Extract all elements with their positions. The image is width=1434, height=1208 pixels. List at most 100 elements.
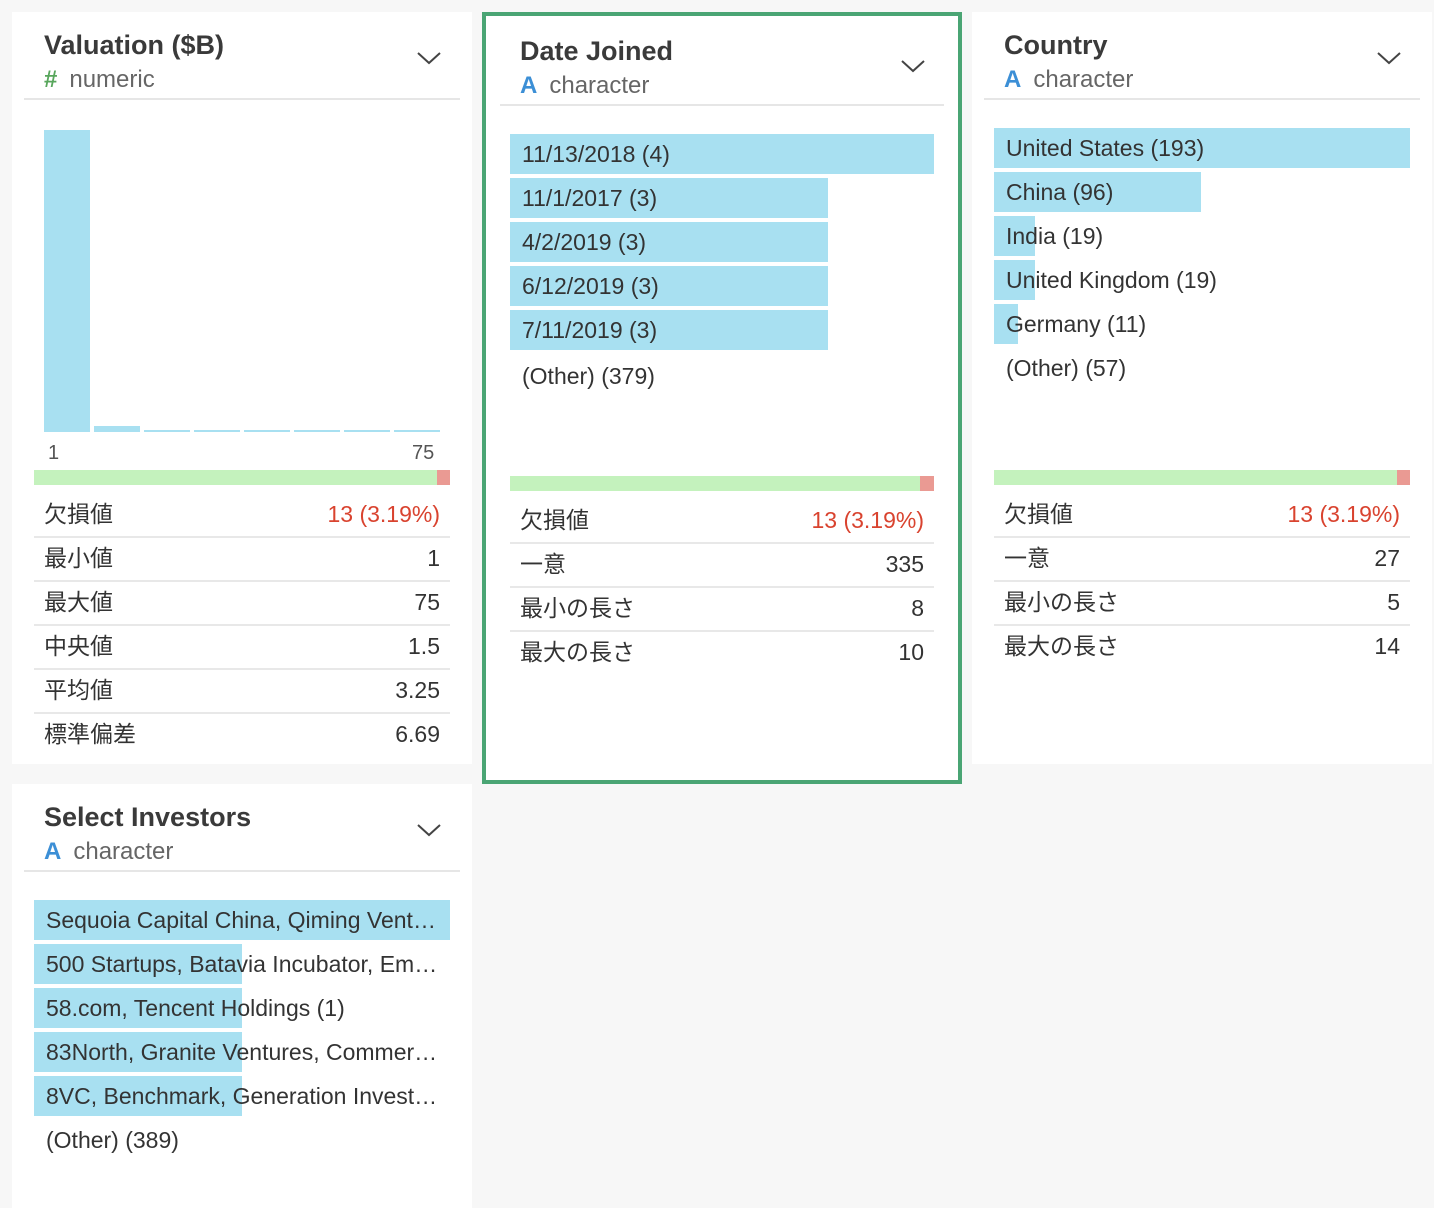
other-count[interactable]: (Other) (57) xyxy=(1006,355,1127,381)
histogram-bar[interactable] xyxy=(44,130,90,432)
stat-label: 平均値 xyxy=(44,677,113,703)
stat-value: 14 xyxy=(1374,633,1400,659)
value-bar[interactable] xyxy=(34,988,242,1028)
histogram-bar[interactable] xyxy=(144,430,190,432)
value-bar-label: 11/13/2018 (4) xyxy=(522,141,670,167)
value-bar[interactable] xyxy=(34,1076,242,1116)
value-bar[interactable] xyxy=(510,266,828,306)
stat-value: 6.69 xyxy=(395,721,440,747)
column-type: # numeric xyxy=(44,66,155,94)
data-quality-bar[interactable] xyxy=(510,476,934,491)
missing-segment[interactable] xyxy=(920,476,934,491)
value-bar[interactable] xyxy=(34,944,242,984)
chevron-down-icon[interactable] xyxy=(416,50,442,66)
value-bar-row[interactable]: 11/13/2018 (4) xyxy=(510,134,934,174)
type-label: numeric xyxy=(69,66,155,93)
stats-table: 欠損値 13 (3.19%) 最小値 1 最大値 75 中央値 1.5 平均値 3.25 標準偏差 6… xyxy=(34,492,450,756)
value-bar[interactable] xyxy=(994,260,1035,300)
stat-row: 欠損値 13 (3.19%) xyxy=(994,492,1410,538)
value-bar-label: 11/1/2017 (3) xyxy=(522,185,658,211)
histogram-bar[interactable] xyxy=(294,430,340,432)
stat-value[interactable]: 13 (3.19%) xyxy=(811,507,924,533)
other-count[interactable]: (Other) (389) xyxy=(46,1127,179,1153)
stat-row: 最大の長さ 10 xyxy=(510,630,934,674)
value-bar[interactable] xyxy=(994,304,1018,344)
value-bar[interactable] xyxy=(994,172,1201,212)
value-bar-row[interactable]: 4/2/2019 (3) xyxy=(510,222,934,262)
value-bar-label: Sequoia Capital China, Qiming Vent… xyxy=(46,907,436,933)
value-bars: United States (193) China (96) India (19) U… xyxy=(994,128,1410,348)
value-bar-row[interactable]: 83North, Granite Ventures, Commer… xyxy=(34,1032,450,1072)
stat-row: 欠損値 13 (3.19%) xyxy=(510,498,934,544)
histogram-bar[interactable] xyxy=(394,430,440,432)
value-bar-row[interactable]: India (19) xyxy=(994,216,1410,256)
value-bar-row[interactable]: China (96) xyxy=(994,172,1410,212)
value-bar-row[interactable]: United Kingdom (19) xyxy=(994,260,1410,300)
value-bar-row[interactable]: 7/11/2019 (3) xyxy=(510,310,934,350)
value-bar-row[interactable]: Germany (11) xyxy=(994,304,1410,344)
value-bar[interactable] xyxy=(510,134,934,174)
value-bar[interactable] xyxy=(510,310,828,350)
chevron-down-icon[interactable] xyxy=(416,822,442,838)
value-bar[interactable] xyxy=(34,1032,242,1072)
other-count[interactable]: (Other) (379) xyxy=(522,363,655,389)
histogram-bar[interactable] xyxy=(94,426,140,432)
missing-segment[interactable] xyxy=(437,470,450,485)
stat-value: 75 xyxy=(414,589,440,615)
value-bar-row[interactable]: 6/12/2019 (3) xyxy=(510,266,934,306)
stat-value: 8 xyxy=(911,595,924,621)
histogram-bar[interactable] xyxy=(244,430,290,432)
stat-value: 27 xyxy=(1374,545,1400,571)
column-title: Date Joined xyxy=(520,36,674,66)
value-bar-row[interactable]: 11/1/2017 (3) xyxy=(510,178,934,218)
histogram-bar[interactable] xyxy=(194,430,240,432)
missing-segment[interactable] xyxy=(1397,470,1410,485)
histogram[interactable] xyxy=(44,130,440,432)
value-bar-label: 500 Startups, Batavia Incubator, Em… xyxy=(46,951,438,977)
axis-max-label: 75 xyxy=(412,442,435,464)
stat-row: 標準偏差 6.69 xyxy=(34,712,450,756)
column-title: Select Investors xyxy=(44,802,252,832)
value-bar-label: United States (193) xyxy=(1006,135,1205,161)
value-bar[interactable] xyxy=(510,178,828,218)
stat-label: 最大の長さ xyxy=(1004,633,1119,659)
axis-min-label: 1 xyxy=(48,442,60,464)
chevron-down-icon[interactable] xyxy=(1376,50,1402,66)
value-bar-row[interactable]: Sequoia Capital China, Qiming Vent… xyxy=(34,900,450,940)
value-bar-label: 7/11/2019 (3) xyxy=(522,317,658,343)
value-bar-label: United Kingdom (19) xyxy=(1006,267,1217,293)
column-card-valuation[interactable]: Valuation ($B) # numeric 1 75 欠損値 13 (3.19… xyxy=(12,12,472,764)
value-bar-row[interactable]: 500 Startups, Batavia Incubator, Em… xyxy=(34,944,450,984)
value-bars: Sequoia Capital China, Qiming Vent… 500 S… xyxy=(34,900,450,1120)
header-divider xyxy=(500,104,944,106)
stat-label: 欠損値 xyxy=(520,507,589,533)
value-bar-row[interactable]: 8VC, Benchmark, Generation Invest… xyxy=(34,1076,450,1116)
value-bar[interactable] xyxy=(510,222,828,262)
data-quality-bar[interactable] xyxy=(994,470,1410,485)
stat-value[interactable]: 13 (3.19%) xyxy=(1287,501,1400,527)
value-bar[interactable] xyxy=(994,216,1035,256)
stat-value[interactable]: 13 (3.19%) xyxy=(327,501,440,527)
stat-row: 一意 335 xyxy=(510,542,934,588)
value-bar-label: 83North, Granite Ventures, Commer… xyxy=(46,1039,438,1065)
header-divider xyxy=(984,98,1420,100)
stat-row: 最大値 75 xyxy=(34,580,450,626)
chevron-down-icon[interactable] xyxy=(900,58,926,74)
value-bar-label: 4/2/2019 (3) xyxy=(522,229,647,255)
stat-label: 欠損値 xyxy=(44,501,113,527)
value-bar-label: 58.com, Tencent Holdings (1) xyxy=(46,995,345,1021)
histogram-bar[interactable] xyxy=(344,430,390,432)
stat-row: 一意 27 xyxy=(994,536,1410,582)
value-bar[interactable] xyxy=(994,128,1410,168)
stat-label: 中央値 xyxy=(44,633,113,659)
stat-row: 中央値 1.5 xyxy=(34,624,450,670)
value-bar-row[interactable]: United States (193) xyxy=(994,128,1410,168)
value-bar[interactable] xyxy=(34,900,450,940)
value-bar-row[interactable]: 58.com, Tencent Holdings (1) xyxy=(34,988,450,1028)
data-quality-bar[interactable] xyxy=(34,470,450,485)
value-bar-label: 8VC, Benchmark, Generation Invest… xyxy=(46,1083,438,1109)
